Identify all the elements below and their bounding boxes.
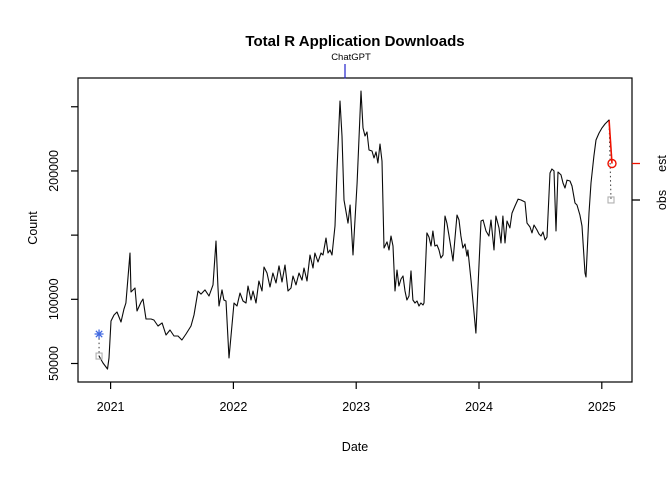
chart-title: Total R Application Downloads	[245, 33, 464, 50]
chatgpt-annotation-label: ChatGPT	[331, 52, 371, 63]
first-period-observed-square	[95, 352, 103, 360]
latest-period-observed-square	[607, 196, 615, 204]
x-axis-tick-label: 2025	[588, 400, 616, 414]
first-period-estimate-asterisk	[94, 329, 104, 339]
estimate-segment-red	[608, 119, 613, 164]
y-axis-tick-label: 100000	[47, 278, 61, 320]
y-axis-tick-label: 200000	[47, 150, 61, 192]
chart-dynamic-layer: 2021 2022 2023 2024 2025 50000 100000 200000	[47, 90, 617, 414]
y-axis-tick-label: 50000	[47, 346, 61, 381]
plot-border	[77, 77, 633, 383]
x-axis-tick-label: 2023	[342, 400, 370, 414]
downloads-series-line	[98, 90, 610, 370]
x-axis-tick-label: 2021	[97, 400, 125, 414]
x-axis-tick-label: 2022	[219, 400, 247, 414]
latest-period-estimate-circle	[607, 158, 617, 169]
x-axis-tick-label: 2024	[465, 400, 493, 414]
estimate-axis-label: est	[655, 155, 669, 172]
observed-axis-label: obs	[655, 190, 669, 210]
x-axis-label: Date	[342, 440, 368, 454]
y-axis-label: Count	[26, 211, 40, 245]
